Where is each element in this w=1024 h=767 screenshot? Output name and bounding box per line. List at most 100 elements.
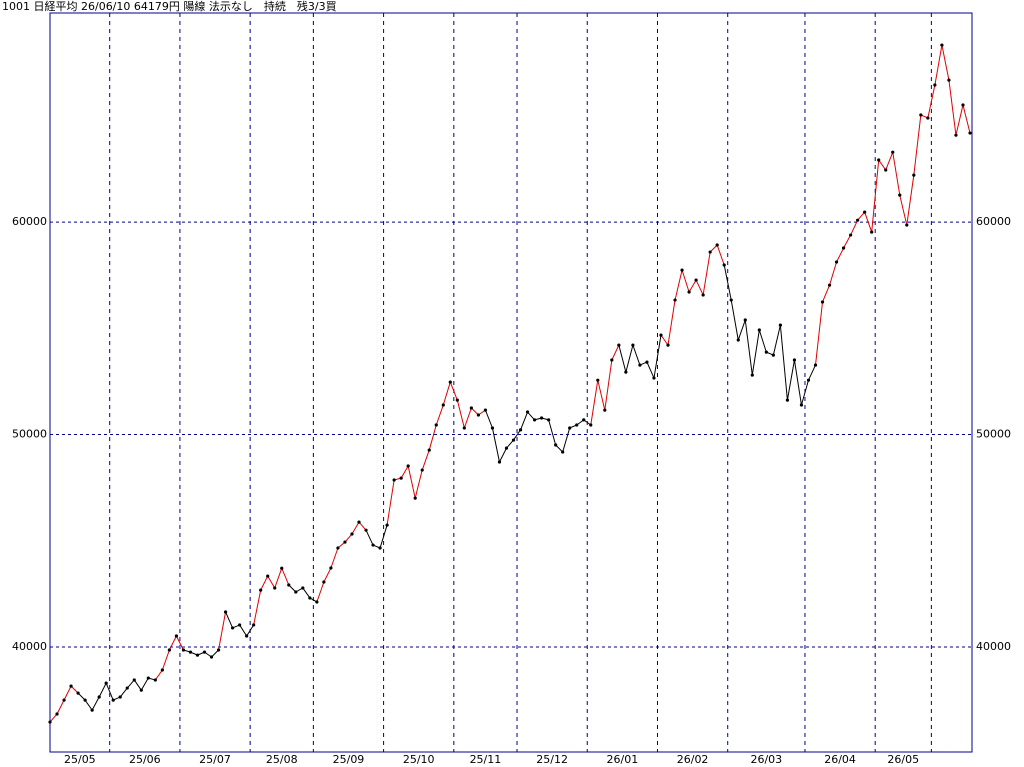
- price-segment: [899, 194, 908, 226]
- price-segment: [555, 444, 564, 453]
- price-point: [511, 438, 516, 442]
- price-point: [715, 243, 719, 247]
- price-segment: [548, 419, 557, 446]
- price-point: [582, 418, 586, 422]
- price-point: [69, 684, 73, 688]
- price-point: [118, 695, 122, 699]
- price-segment: [491, 427, 500, 463]
- price-point: [792, 358, 797, 362]
- price-segment: [288, 584, 297, 593]
- price-segment: [948, 80, 957, 136]
- x-tick-label: 25/05: [64, 753, 96, 766]
- price-segment: [365, 529, 374, 546]
- price-point: [266, 574, 270, 578]
- price-point: [378, 546, 382, 550]
- price-segment: [407, 465, 416, 499]
- price-segment: [744, 319, 753, 376]
- price-segment: [864, 211, 873, 233]
- price-point: [315, 600, 319, 604]
- price-point: [750, 373, 754, 377]
- price-point: [863, 210, 867, 214]
- price-point: [933, 83, 937, 87]
- price-segment: [484, 409, 493, 429]
- price-point: [764, 350, 768, 354]
- price-segment: [885, 151, 894, 171]
- price-segment: [358, 521, 367, 531]
- price-segment: [98, 682, 107, 698]
- price-segment: [611, 344, 620, 361]
- price-segment: [168, 635, 177, 651]
- price-segment: [702, 251, 711, 296]
- price-point: [891, 150, 895, 154]
- price-point: [525, 410, 530, 414]
- price-point: [259, 588, 263, 592]
- chart-title: 1001 日経平均 26/06/10 64179円 陽線 法示なし 持続 残3/…: [2, 0, 337, 13]
- x-tick-label: 26/05: [887, 753, 919, 766]
- price-segment: [421, 449, 430, 471]
- price-point: [870, 230, 874, 234]
- price-point: [905, 223, 909, 227]
- x-tick-label: 26/03: [750, 753, 782, 766]
- y-tick-label-right: 50000: [976, 428, 1011, 441]
- price-point: [631, 343, 635, 347]
- price-point: [638, 363, 642, 367]
- price-point: [132, 678, 136, 682]
- price-segment: [800, 380, 809, 406]
- y-tick-label: 40000: [12, 640, 47, 653]
- price-segment: [77, 692, 86, 701]
- price-point: [427, 448, 431, 452]
- price-point: [687, 290, 691, 294]
- price-point: [757, 328, 761, 332]
- price-segment: [140, 677, 149, 691]
- price-segment: [590, 380, 599, 426]
- price-segment: [56, 699, 65, 715]
- price-point: [954, 133, 958, 137]
- price-point: [174, 634, 179, 638]
- price-point: [898, 193, 902, 197]
- price-segment: [506, 439, 514, 449]
- price-point: [160, 668, 164, 672]
- price-point: [589, 423, 593, 427]
- price-segment: [84, 699, 93, 711]
- price-point: [624, 370, 628, 374]
- price-point: [603, 408, 607, 412]
- price-point: [729, 298, 733, 302]
- price-point: [532, 418, 537, 422]
- price-point: [877, 158, 881, 162]
- price-point: [540, 416, 544, 420]
- price-point: [785, 398, 790, 402]
- price-point: [273, 586, 277, 590]
- price-point: [778, 323, 782, 327]
- price-point: [97, 695, 101, 699]
- price-segment: [604, 359, 613, 411]
- x-tick-label: 25/12: [536, 753, 568, 766]
- price-point: [919, 113, 923, 117]
- price-point: [841, 246, 846, 250]
- price-point: [743, 318, 747, 322]
- price-point: [62, 698, 66, 702]
- price-segment: [316, 581, 325, 603]
- price-segment: [218, 611, 227, 651]
- price-segment: [281, 568, 290, 586]
- price-point: [856, 218, 860, 222]
- price-point: [104, 681, 108, 685]
- price-point: [434, 423, 438, 427]
- price-segment: [716, 244, 725, 266]
- price-segment: [456, 400, 465, 429]
- price-point: [820, 300, 825, 304]
- price-segment: [428, 424, 437, 451]
- price-point: [940, 43, 944, 47]
- price-point: [448, 380, 452, 384]
- price-point: [287, 583, 291, 587]
- price-point: [357, 520, 361, 524]
- price-point: [343, 540, 347, 544]
- price-segment: [302, 587, 311, 599]
- x-tick-label: 25/11: [470, 753, 502, 766]
- price-point: [968, 131, 972, 135]
- price-segment: [681, 269, 690, 293]
- price-segment: [91, 696, 100, 711]
- price-point: [322, 580, 326, 584]
- price-segment: [962, 104, 971, 134]
